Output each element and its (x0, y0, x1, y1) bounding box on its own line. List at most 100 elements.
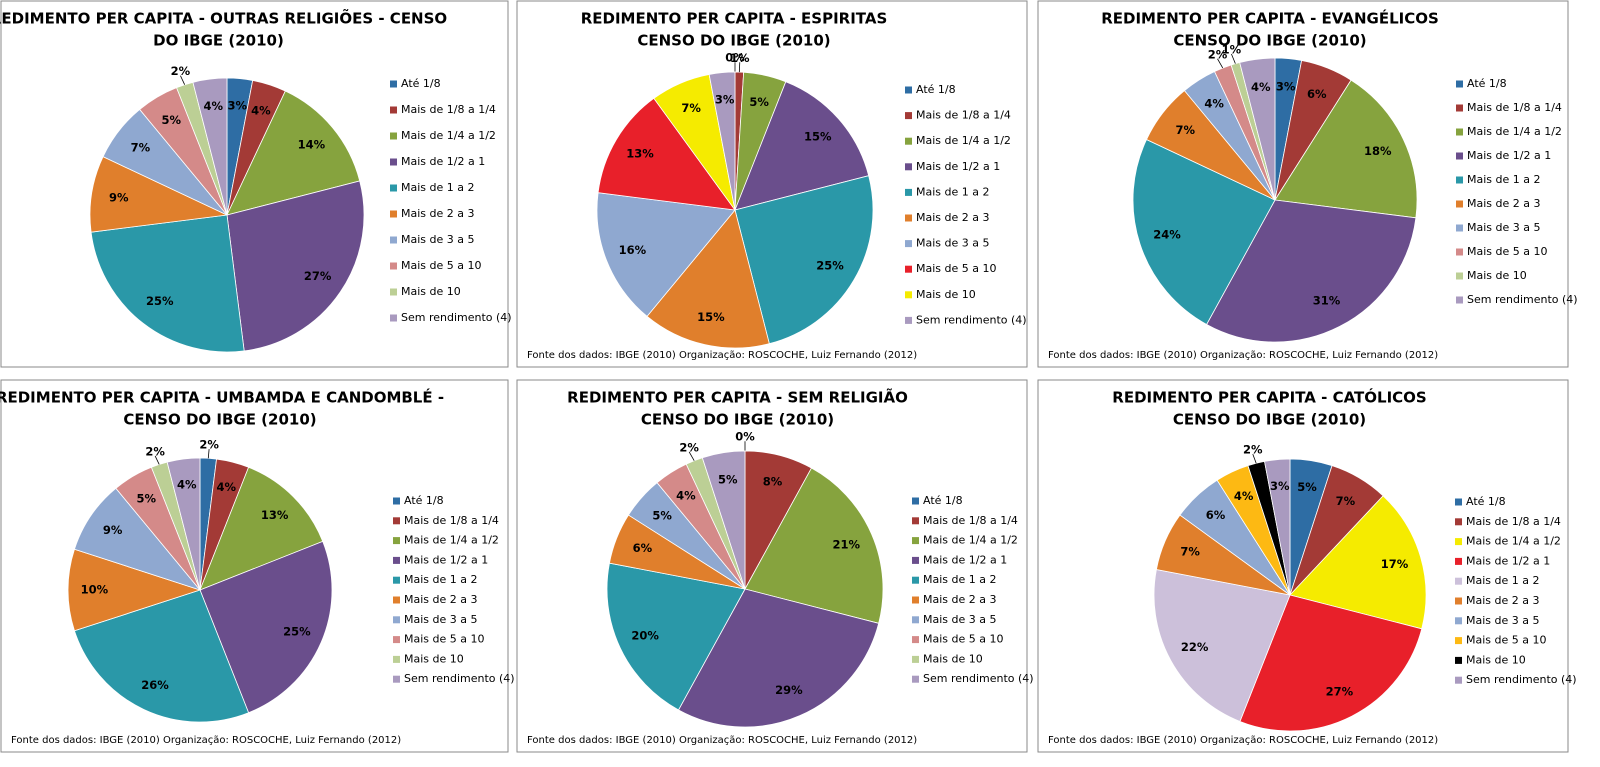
chart-title: REDIMENTO PER CAPITA - EVANGÉLICOS (1101, 9, 1439, 28)
legend-label: Mais de 3 a 5 (916, 237, 990, 250)
data-label: 5% (161, 113, 181, 127)
legend-label: Mais de 1/8 a 1/4 (404, 514, 499, 527)
data-label: 0% (725, 51, 745, 65)
legend-swatch (390, 210, 397, 218)
legend-label: Até 1/8 (1467, 77, 1507, 90)
data-label: 16% (619, 243, 647, 257)
legend-label: Mais de 1/4 a 1/2 (404, 534, 499, 547)
data-label: 2% (199, 438, 219, 452)
legend-swatch (1455, 676, 1462, 684)
legend-swatch (1456, 128, 1463, 136)
legend-label: Mais de 1 a 2 (401, 181, 475, 194)
legend-label: Até 1/8 (401, 77, 441, 90)
chart-title: CENSO DO IBGE (2010) (1173, 32, 1366, 50)
legend-label: Mais de 1 a 2 (404, 573, 478, 586)
chart-title: REDIMENTO PER CAPITA - ESPIRITAS (581, 10, 888, 28)
legend-label: Mais de 1/2 a 1 (1466, 554, 1550, 567)
legend-swatch (912, 576, 919, 584)
legend-swatch (390, 288, 397, 296)
data-label: 13% (626, 146, 654, 160)
legend-label: Mais de 1 a 2 (1467, 173, 1541, 186)
legend-label: Mais de 1/8 a 1/4 (916, 109, 1011, 122)
data-label: 4% (1234, 489, 1254, 503)
legend-label: Mais de 3 a 5 (401, 233, 475, 246)
legend-label: Mais de 10 (916, 288, 976, 301)
data-label: 2% (679, 440, 699, 454)
legend-swatch (393, 616, 400, 624)
legend-label: Mais de 1/2 a 1 (404, 553, 488, 566)
pie-slice (67, 548, 202, 632)
data-label: 2% (1208, 47, 1228, 61)
data-label: 5% (718, 472, 738, 486)
pie-slice (597, 97, 736, 211)
legend-label: Mais de 1/4 a 1/2 (1466, 535, 1561, 548)
data-label: 2% (1243, 443, 1263, 457)
legend-swatch (905, 214, 912, 222)
data-label: 5% (136, 492, 156, 506)
data-label: 0% (735, 430, 755, 444)
leader-line (688, 451, 695, 461)
legend-label: Mais de 3 a 5 (923, 613, 997, 626)
data-label: 20% (631, 629, 659, 643)
data-label: 13% (261, 508, 289, 522)
chart-title: DO IBGE (2010) (153, 32, 284, 50)
legend-swatch (1455, 617, 1462, 625)
legend-label: Mais de 1/4 a 1/2 (916, 134, 1011, 147)
legend-swatch (1456, 104, 1463, 112)
legend-label: Mais de 1 a 2 (923, 573, 997, 586)
legend-swatch (1455, 557, 1462, 565)
pie-slice (677, 588, 880, 728)
data-label: 4% (251, 103, 271, 117)
legend-swatch (912, 616, 919, 624)
data-label: 7% (1175, 123, 1195, 137)
legend-label: Mais de 5 a 10 (404, 633, 485, 646)
legend-swatch (1455, 656, 1462, 664)
legend-swatch (390, 184, 397, 192)
pie-slice (166, 457, 201, 591)
legend-label: Sem rendimento (4) (404, 672, 515, 685)
data-label: 24% (1153, 228, 1181, 242)
legend-swatch (393, 576, 400, 584)
data-label: 31% (1313, 294, 1341, 308)
legend-swatch (1455, 577, 1462, 585)
footnote: Fonte dos dados: IBGE (2010) Organização… (1048, 350, 1438, 361)
pie-slice (1239, 57, 1276, 201)
legend-label: Mais de 1/2 a 1 (923, 553, 1007, 566)
data-label: 15% (804, 129, 832, 143)
footnote: Fonte dos dados: IBGE (2010) Organização… (527, 350, 917, 361)
legend-label: Mais de 2 a 3 (401, 207, 475, 220)
legend-swatch (905, 316, 912, 324)
legend-swatch (1455, 538, 1462, 546)
legend-swatch (912, 636, 919, 644)
data-label: 4% (676, 488, 696, 502)
legend-label: Sem rendimento (4) (916, 313, 1027, 326)
pie-slice (226, 180, 365, 352)
leader-line (1217, 58, 1224, 69)
pie-slice (1206, 199, 1417, 343)
data-label: 7% (1336, 494, 1356, 508)
legend-swatch (912, 596, 919, 604)
legend-label: Mais de 2 a 3 (1466, 594, 1540, 607)
pie-slice (744, 467, 884, 624)
leader-line (1252, 453, 1257, 464)
data-label: 22% (1181, 640, 1209, 654)
legend-label: Mais de 2 a 3 (923, 593, 997, 606)
legend-swatch (912, 655, 919, 663)
legend-swatch (393, 596, 400, 604)
legend-swatch (912, 675, 919, 683)
legend-swatch (390, 158, 397, 166)
legend-label: Mais de 1/8 a 1/4 (1467, 101, 1562, 114)
legend-swatch (1456, 272, 1463, 280)
legend-label: Mais de 5 a 10 (1467, 245, 1548, 258)
data-label: 7% (1180, 544, 1200, 558)
legend-label: Até 1/8 (923, 494, 963, 507)
legend-label: Mais de 2 a 3 (404, 593, 478, 606)
chart-panel: REDIMENTO PER CAPITA - SEM RELIGIÃO CENSO… (516, 379, 1034, 753)
legend-swatch (905, 112, 912, 120)
data-label: 18% (1364, 144, 1392, 158)
legend-swatch (1456, 296, 1463, 304)
legend-label: Sem rendimento (4) (1466, 673, 1577, 686)
legend-label: Mais de 3 a 5 (404, 613, 478, 626)
legend-label: Mais de 10 (923, 652, 983, 665)
